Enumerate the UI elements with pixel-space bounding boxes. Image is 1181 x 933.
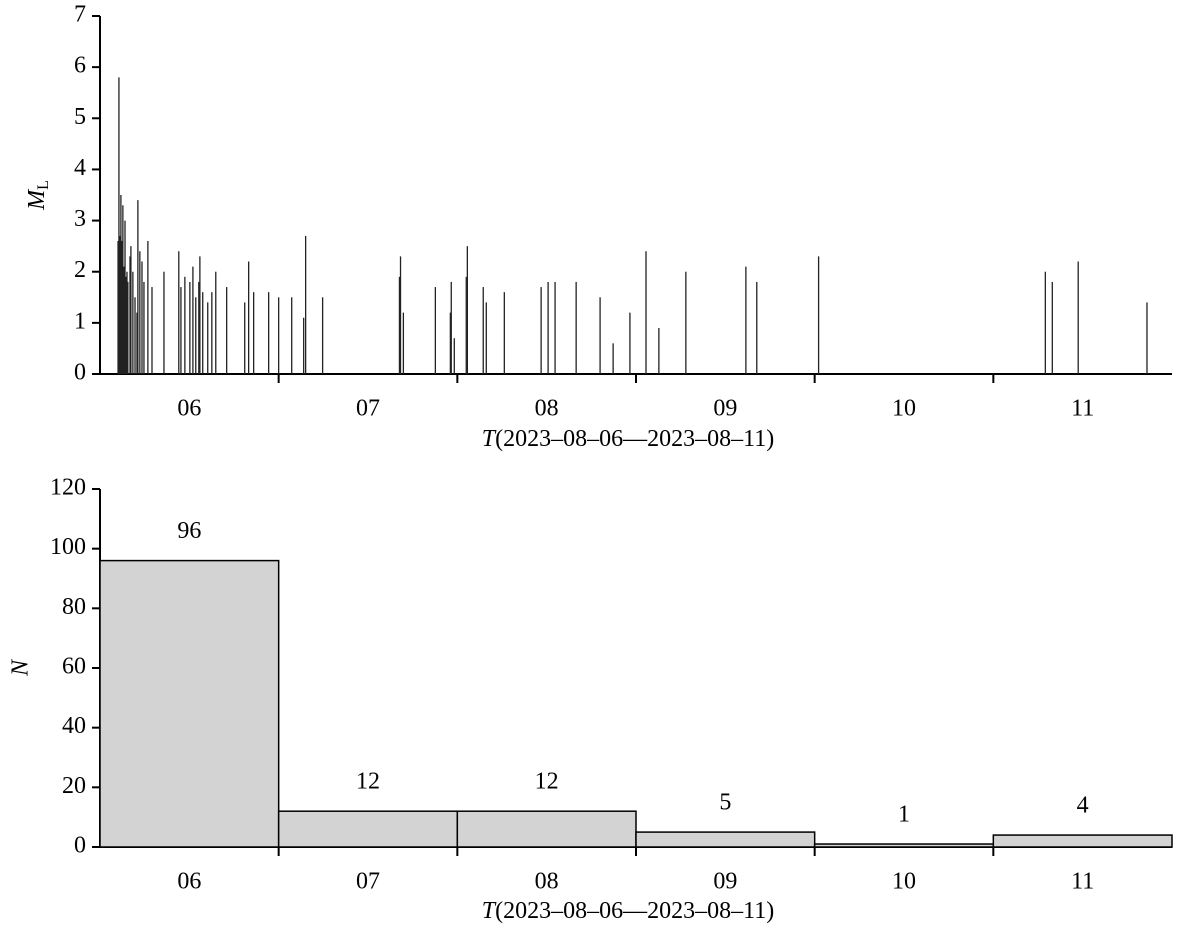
- value-label: 4: [1077, 793, 1089, 819]
- y-tick-label: 7: [74, 2, 86, 28]
- x-axis-title: T(2023–08–06—2023–08–11): [482, 898, 774, 924]
- x-tick-label: 06: [177, 396, 201, 422]
- y-tick-label: 60: [62, 654, 86, 680]
- y-tick-label: 0: [74, 833, 86, 859]
- x-tick-label: 07: [356, 869, 380, 895]
- x-tick-label: 09: [713, 869, 737, 895]
- bar: [992, 834, 1173, 848]
- y-tick-label: 3: [74, 206, 86, 232]
- y-tick-label: 100: [50, 534, 86, 560]
- y-axis-title: N: [8, 658, 34, 677]
- x-tick-label: 08: [535, 396, 559, 422]
- y-tick-label: 80: [62, 594, 86, 620]
- value-label: 12: [535, 769, 559, 795]
- y-tick-label: 1: [74, 308, 86, 334]
- y-tick-label: 120: [50, 475, 86, 501]
- bar: [99, 559, 280, 848]
- x-tick-label: 06: [177, 869, 201, 895]
- y-tick-label: 0: [74, 360, 86, 386]
- x-symbol: T: [482, 426, 497, 452]
- y-tick-label: 20: [62, 773, 86, 799]
- y-tick-label: 6: [74, 53, 86, 79]
- y-tick-label: 4: [74, 155, 86, 181]
- x-axis-title: T(2023–08–06—2023–08–11): [482, 426, 774, 452]
- bar: [277, 810, 459, 848]
- y-tick-label: 5: [74, 104, 86, 130]
- value-label: 96: [177, 518, 201, 544]
- bar: [813, 843, 995, 848]
- x-tick-label: 11: [1071, 869, 1094, 895]
- y-tick-label: 40: [62, 713, 86, 739]
- x-text: (2023–08–06—2023–08–11): [495, 898, 774, 924]
- x-tick-label: 09: [713, 396, 737, 422]
- y-axis-title: ML: [24, 180, 52, 211]
- bar: [635, 831, 816, 848]
- value-label: 12: [356, 769, 380, 795]
- x-tick-label: 10: [892, 396, 916, 422]
- y-subscript: L: [35, 180, 52, 190]
- y-symbol: M: [24, 188, 50, 211]
- bar: [456, 810, 637, 848]
- value-label: 5: [719, 790, 731, 816]
- x-text: (2023–08–06—2023–08–11): [495, 426, 774, 452]
- x-symbol: T: [482, 898, 497, 924]
- x-tick-label: 08: [535, 869, 559, 895]
- x-tick-label: 11: [1071, 396, 1094, 422]
- value-label: 1: [898, 802, 910, 828]
- x-tick-label: 07: [356, 396, 380, 422]
- x-tick-label: 10: [892, 869, 916, 895]
- y-tick-label: 2: [74, 257, 86, 283]
